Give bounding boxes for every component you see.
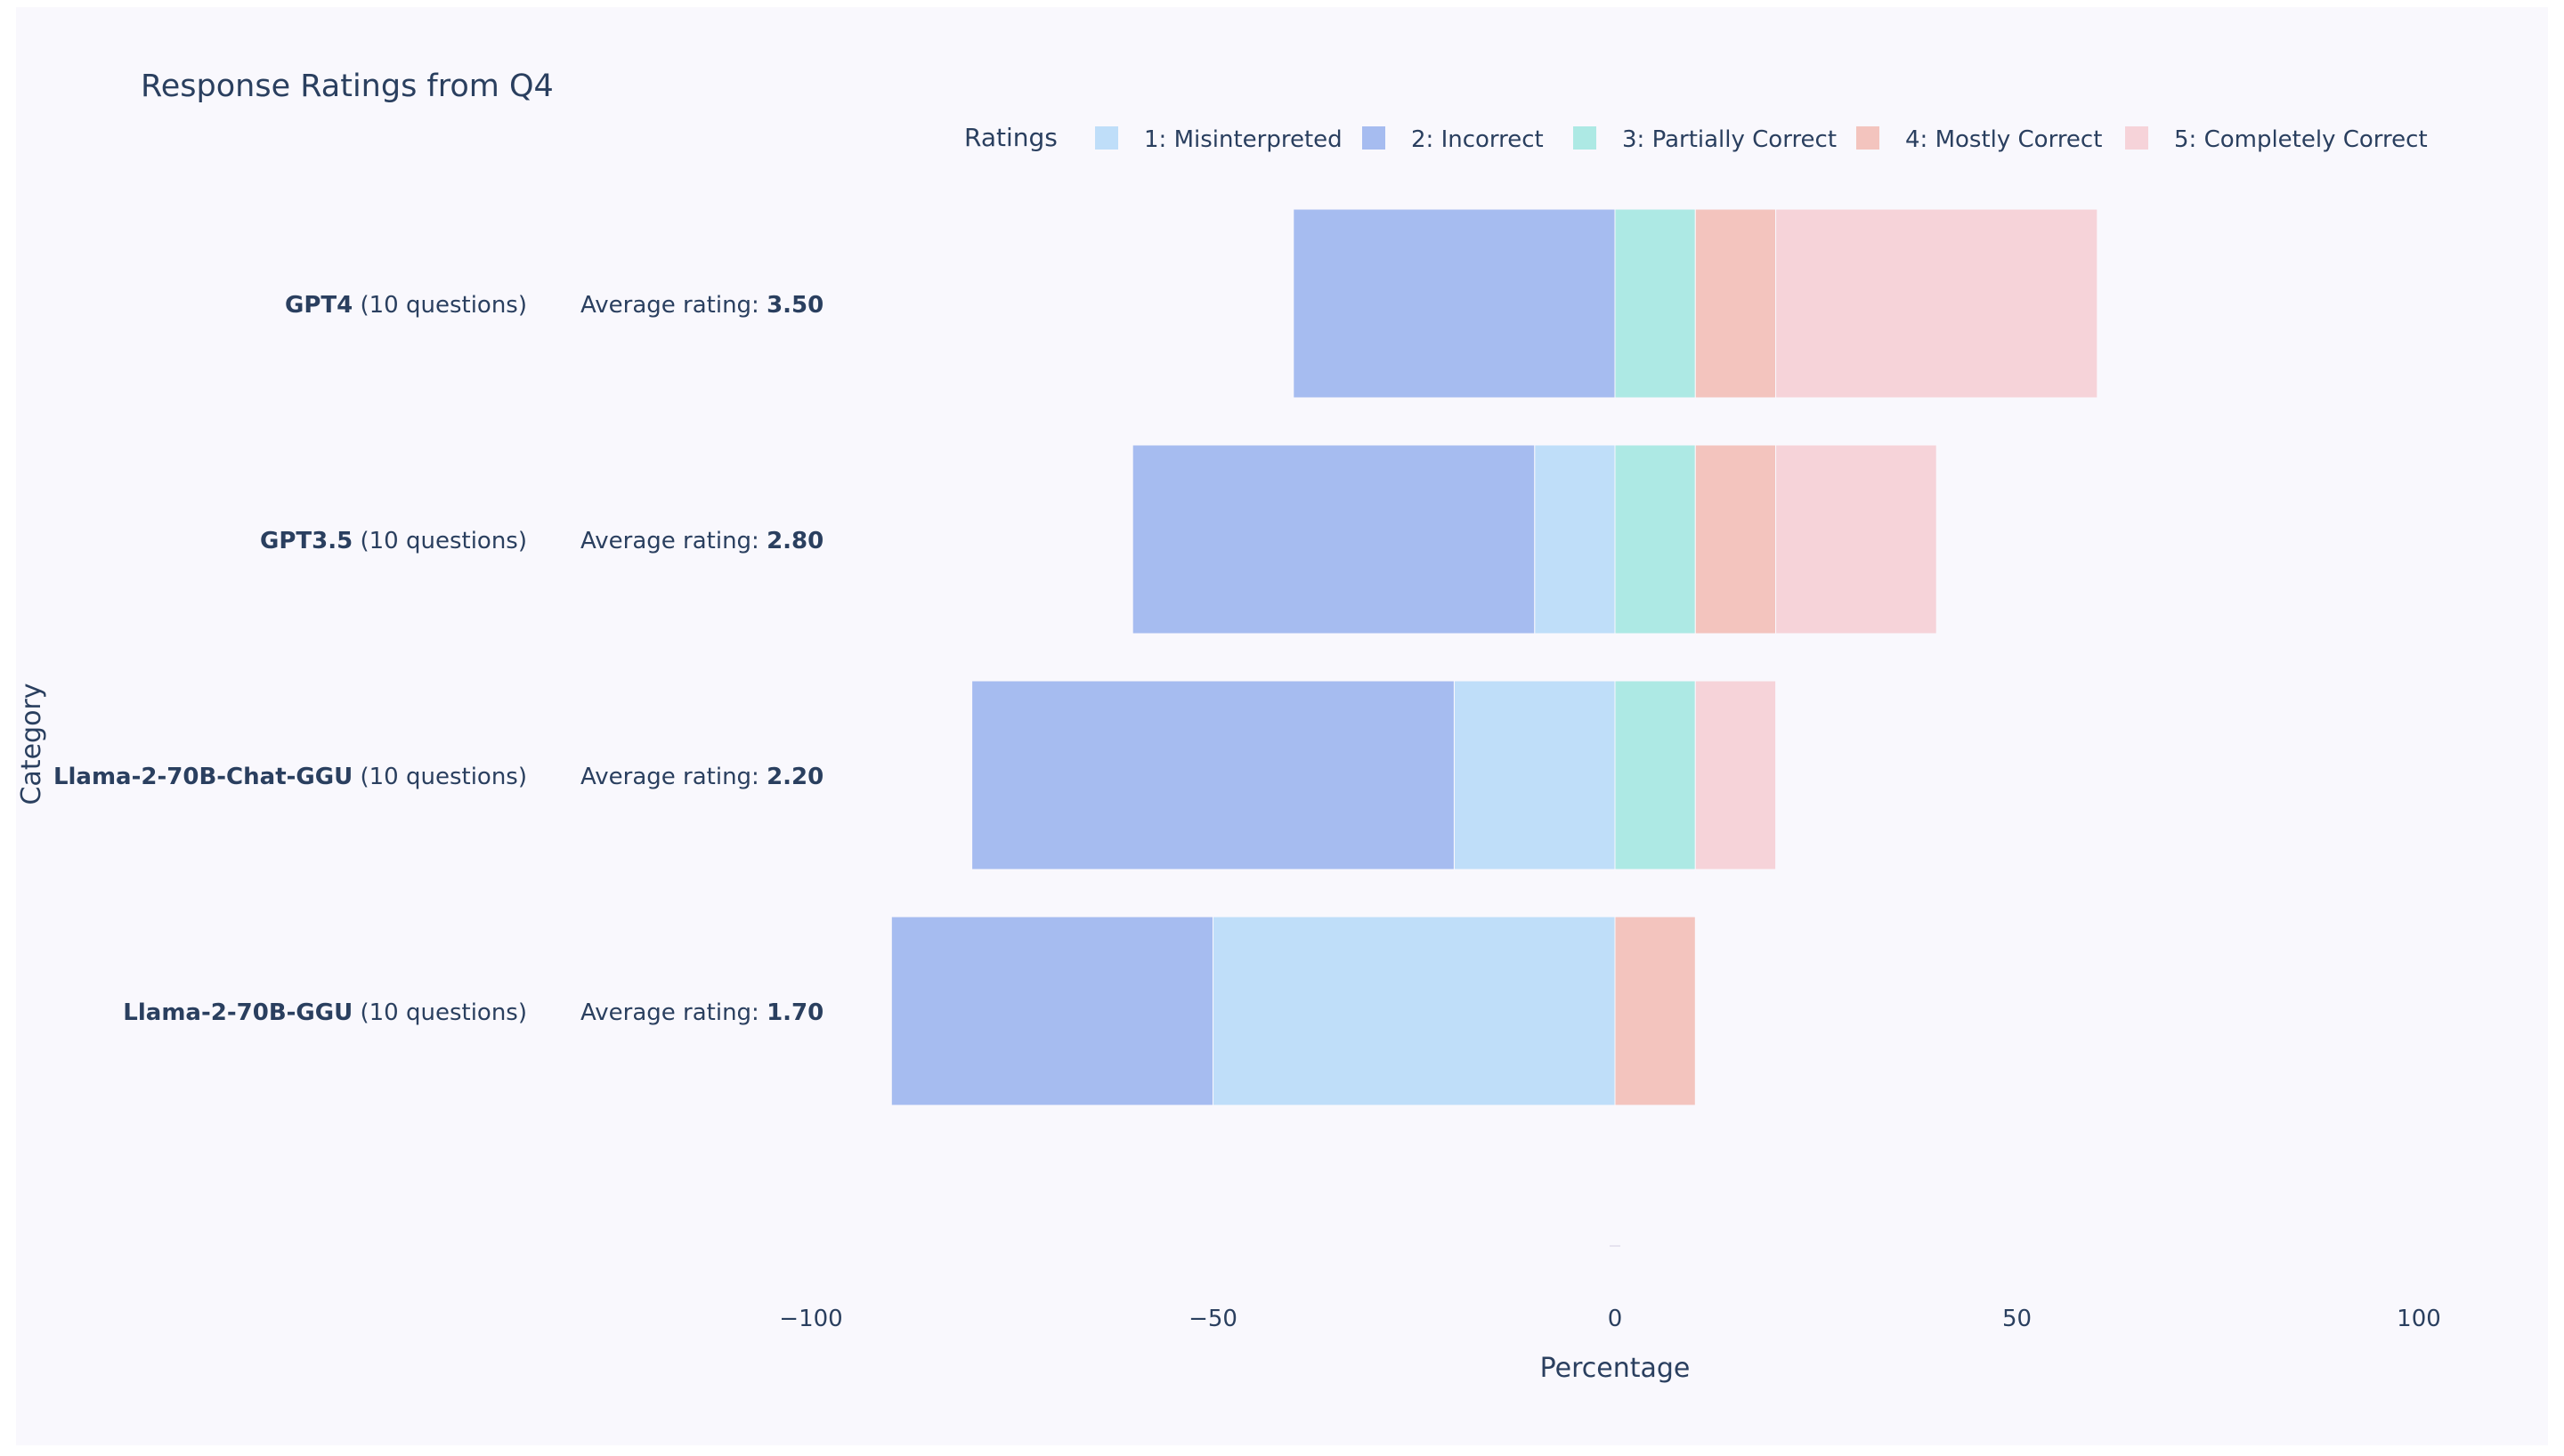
bar-llama-2-70b-chat-ggu-2-incorrect — [971, 680, 1455, 870]
legend-label: 1: Misinterpreted — [1144, 126, 1343, 153]
bar-llama-2-70b-chat-ggu-5-completely-correct — [1694, 680, 1777, 870]
legend-item-4-mostly-correct[interactable]: 4: Mostly Correct — [1856, 126, 2102, 153]
average-rating-gpt4: Average rating: 3.50 — [580, 292, 824, 319]
category-label-llama-2-70b-chat-ggu: Llama-2-70B-Chat-GGU (10 questions) — [53, 764, 527, 790]
bar-llama-2-70b-ggu-1-misinterpreted — [1213, 916, 1616, 1106]
average-rating-value: 3.50 — [767, 292, 824, 319]
bar-gpt4-2-incorrect — [1293, 208, 1616, 399]
legend-swatch — [2125, 126, 2148, 150]
chart-title: Response Ratings from Q4 — [141, 69, 554, 104]
bar-gpt4-5-completely-correct — [1775, 208, 2098, 399]
x-tick-label: −100 — [779, 1306, 842, 1332]
bar-gpt3-5-2-incorrect — [1132, 444, 1536, 635]
category-labels: GPT4 (10 questions)GPT3.5 (10 questions)… — [53, 292, 527, 1026]
average-rating-label: Average rating: — [580, 292, 767, 319]
y-axis-title: Category — [16, 683, 47, 805]
category-question-count: (10 questions) — [353, 528, 527, 554]
category-label-gpt4: GPT4 (10 questions) — [285, 292, 527, 319]
category-name: GPT3.5 — [260, 528, 353, 554]
legend-title: Ratings — [964, 123, 1058, 152]
average-rating-value: 1.70 — [767, 999, 824, 1026]
legend-item-2-incorrect[interactable]: 2: Incorrect — [1362, 126, 1544, 153]
category-name: GPT4 — [285, 292, 353, 319]
average-rating-gpt3-5: Average rating: 2.80 — [580, 528, 824, 554]
legend-label: 2: Incorrect — [1411, 126, 1544, 153]
bar-llama-2-70b-chat-ggu-1-misinterpreted — [1453, 680, 1616, 870]
x-axis-title: Percentage — [1540, 1353, 1691, 1384]
average-rating-label: Average rating: — [580, 528, 767, 554]
x-tick-label: 0 — [1608, 1306, 1623, 1332]
legend-label: 5: Completely Correct — [2174, 126, 2428, 153]
bar-llama-2-70b-ggu-4-mostly-correct — [1614, 916, 1696, 1106]
category-question-count: (10 questions) — [353, 999, 527, 1026]
bar-gpt3-5-5-completely-correct — [1775, 444, 1937, 635]
x-axis: −100 −50 0 50 100 — [779, 1245, 2441, 1332]
legend-item-3-partially-correct[interactable]: 3: Partially Correct — [1573, 126, 1837, 153]
category-name: Llama-2-70B-Chat-GGU — [53, 764, 353, 790]
legend-swatch — [1362, 126, 1385, 150]
bars-group — [890, 208, 2098, 1106]
average-rating-label: Average rating: — [580, 999, 767, 1026]
legend-item-5-completely-correct[interactable]: 5: Completely Correct — [2125, 126, 2428, 153]
category-name: Llama-2-70B-GGU — [123, 999, 353, 1026]
legend-swatch — [1856, 126, 1879, 150]
category-label-gpt3-5: GPT3.5 (10 questions) — [260, 528, 527, 554]
legend-swatch — [1573, 126, 1596, 150]
bar-gpt3-5-3-partially-correct — [1614, 444, 1696, 635]
x-tick-label: 100 — [2397, 1306, 2441, 1332]
legend: Ratings 1: Misinterpreted 2: Incorrect 3: … — [964, 123, 2428, 153]
average-rating-label: Average rating: — [580, 764, 767, 790]
x-tick-label: −50 — [1189, 1306, 1237, 1332]
category-label-llama-2-70b-ggu: Llama-2-70B-GGU (10 questions) — [123, 999, 527, 1026]
bar-llama-2-70b-chat-ggu-3-partially-correct — [1614, 680, 1696, 870]
average-rating-value: 2.80 — [767, 528, 824, 554]
bar-gpt4-3-partially-correct — [1614, 208, 1696, 399]
average-rating-llama-2-70b-ggu: Average rating: 1.70 — [580, 999, 824, 1026]
bar-gpt3-5-1-misinterpreted — [1534, 444, 1616, 635]
average-rating-llama-2-70b-chat-ggu: Average rating: 2.20 — [580, 764, 824, 790]
legend-label: 3: Partially Correct — [1622, 126, 1837, 153]
category-question-count: (10 questions) — [353, 292, 527, 319]
bar-gpt4-4-mostly-correct — [1694, 208, 1777, 399]
legend-label: 4: Mostly Correct — [1905, 126, 2102, 153]
x-tick-label: 50 — [2002, 1306, 2032, 1332]
average-rating-value: 2.20 — [767, 764, 824, 790]
bar-llama-2-70b-ggu-2-incorrect — [890, 916, 1213, 1106]
bar-gpt3-5-4-mostly-correct — [1694, 444, 1777, 635]
category-question-count: (10 questions) — [353, 764, 527, 790]
legend-swatch — [1095, 126, 1118, 150]
legend-item-1-misinterpreted[interactable]: 1: Misinterpreted — [1095, 126, 1343, 153]
